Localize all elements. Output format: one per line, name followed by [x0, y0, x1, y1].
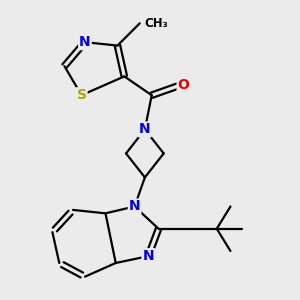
Text: N: N — [139, 122, 151, 136]
Text: S: S — [76, 88, 86, 102]
Text: N: N — [79, 35, 91, 49]
Text: CH₃: CH₃ — [145, 17, 169, 30]
Text: N: N — [129, 200, 140, 214]
Text: O: O — [178, 78, 190, 92]
Text: N: N — [142, 249, 154, 263]
